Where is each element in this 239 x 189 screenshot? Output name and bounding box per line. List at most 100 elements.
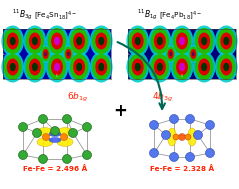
Ellipse shape xyxy=(26,28,44,54)
Ellipse shape xyxy=(29,33,41,50)
Text: Fe-Fe = 2.496 Å: Fe-Fe = 2.496 Å xyxy=(23,166,87,173)
Circle shape xyxy=(33,129,42,138)
Ellipse shape xyxy=(223,37,229,45)
Ellipse shape xyxy=(176,59,188,75)
Ellipse shape xyxy=(54,37,60,45)
Ellipse shape xyxy=(76,37,82,45)
Ellipse shape xyxy=(23,51,46,83)
Circle shape xyxy=(82,122,92,132)
Ellipse shape xyxy=(220,59,232,75)
Ellipse shape xyxy=(157,37,163,45)
Ellipse shape xyxy=(132,59,144,75)
Ellipse shape xyxy=(48,28,66,54)
Ellipse shape xyxy=(43,49,49,59)
Ellipse shape xyxy=(189,46,198,61)
Circle shape xyxy=(185,115,195,123)
Ellipse shape xyxy=(76,63,82,71)
Circle shape xyxy=(173,134,179,140)
Ellipse shape xyxy=(171,51,193,83)
Ellipse shape xyxy=(73,59,85,75)
Ellipse shape xyxy=(68,26,91,57)
Ellipse shape xyxy=(135,63,141,71)
Ellipse shape xyxy=(223,63,229,71)
Ellipse shape xyxy=(171,26,193,57)
Circle shape xyxy=(185,153,195,161)
Ellipse shape xyxy=(70,28,88,54)
Ellipse shape xyxy=(26,54,44,80)
Ellipse shape xyxy=(37,128,53,136)
Text: $^{11}B_{3g}$: $^{11}B_{3g}$ xyxy=(12,8,33,22)
Ellipse shape xyxy=(151,54,169,80)
Ellipse shape xyxy=(151,28,169,54)
Ellipse shape xyxy=(193,26,216,57)
Text: X: X xyxy=(181,74,183,78)
Ellipse shape xyxy=(32,63,38,71)
Ellipse shape xyxy=(132,33,144,50)
Ellipse shape xyxy=(92,54,110,80)
Circle shape xyxy=(169,115,179,123)
Text: $6b_{1g}$: $6b_{1g}$ xyxy=(67,91,89,104)
Circle shape xyxy=(194,130,202,139)
Ellipse shape xyxy=(193,51,216,83)
Ellipse shape xyxy=(198,59,210,75)
Circle shape xyxy=(60,133,67,140)
Ellipse shape xyxy=(90,51,113,83)
Ellipse shape xyxy=(63,45,74,63)
Ellipse shape xyxy=(215,26,238,57)
Text: Y: Y xyxy=(129,53,133,55)
Ellipse shape xyxy=(220,33,232,50)
Ellipse shape xyxy=(215,51,238,83)
Ellipse shape xyxy=(95,33,107,50)
Ellipse shape xyxy=(188,128,196,146)
Ellipse shape xyxy=(195,28,213,54)
Text: Y: Y xyxy=(4,53,8,55)
Ellipse shape xyxy=(195,54,213,80)
Ellipse shape xyxy=(148,51,171,83)
Ellipse shape xyxy=(37,138,53,146)
Ellipse shape xyxy=(173,28,191,54)
Ellipse shape xyxy=(4,54,22,80)
Ellipse shape xyxy=(176,33,188,50)
Ellipse shape xyxy=(90,26,113,57)
Ellipse shape xyxy=(179,133,185,140)
Ellipse shape xyxy=(168,128,176,146)
Circle shape xyxy=(18,122,27,132)
Ellipse shape xyxy=(65,49,71,59)
Ellipse shape xyxy=(192,52,195,56)
Ellipse shape xyxy=(29,59,41,75)
Ellipse shape xyxy=(32,37,38,45)
Ellipse shape xyxy=(98,63,104,71)
Ellipse shape xyxy=(198,33,210,50)
Circle shape xyxy=(206,149,214,157)
Bar xyxy=(128,29,236,79)
Ellipse shape xyxy=(157,63,163,71)
Ellipse shape xyxy=(188,45,199,63)
Text: +: + xyxy=(113,102,127,120)
Ellipse shape xyxy=(173,54,191,80)
Ellipse shape xyxy=(129,54,147,80)
Ellipse shape xyxy=(51,33,63,50)
Ellipse shape xyxy=(154,33,166,50)
Bar xyxy=(3,29,111,79)
Ellipse shape xyxy=(57,128,73,136)
Circle shape xyxy=(38,154,48,163)
Ellipse shape xyxy=(68,51,91,83)
Ellipse shape xyxy=(201,37,207,45)
Circle shape xyxy=(63,154,71,163)
Bar xyxy=(128,29,236,79)
Ellipse shape xyxy=(51,59,63,75)
Ellipse shape xyxy=(64,46,73,61)
Bar xyxy=(3,29,111,79)
Ellipse shape xyxy=(166,46,175,61)
Ellipse shape xyxy=(129,28,147,54)
Ellipse shape xyxy=(217,28,235,54)
Text: $\mathregular{[Fe_4Sn_{18}]^{4-}}$: $\mathregular{[Fe_4Sn_{18}]^{4-}}$ xyxy=(34,9,77,22)
Circle shape xyxy=(38,115,48,123)
Ellipse shape xyxy=(49,138,61,143)
Ellipse shape xyxy=(41,46,50,61)
Ellipse shape xyxy=(179,63,185,71)
Ellipse shape xyxy=(54,63,60,71)
Ellipse shape xyxy=(168,49,174,59)
Ellipse shape xyxy=(98,37,104,45)
Circle shape xyxy=(82,150,92,160)
